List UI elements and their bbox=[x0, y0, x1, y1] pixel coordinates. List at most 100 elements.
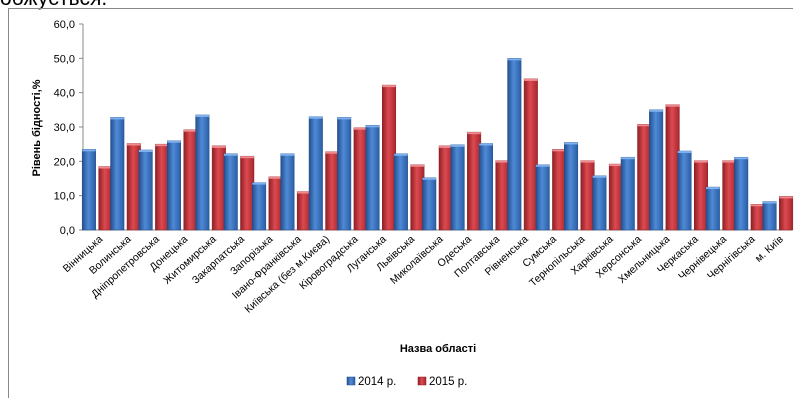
bar-top-highlight bbox=[382, 85, 396, 88]
bar-top-highlight bbox=[422, 177, 436, 180]
y-tick-label: 20,0 bbox=[54, 156, 75, 168]
bar-top-highlight bbox=[110, 117, 125, 120]
bar-2015 bbox=[779, 196, 794, 231]
bar-2015 bbox=[608, 163, 623, 231]
bar-top-highlight bbox=[325, 151, 340, 154]
y-tick-label: 60,0 bbox=[54, 19, 75, 31]
bar-2014 bbox=[365, 125, 380, 231]
bar-top-highlight bbox=[592, 175, 607, 178]
bar-top-highlight bbox=[762, 201, 777, 204]
bar-top-highlight bbox=[677, 151, 692, 154]
chart-frame bbox=[8, 8, 793, 398]
bar-top-highlight bbox=[524, 78, 538, 81]
bar-top-highlight bbox=[98, 166, 113, 169]
bar-top-highlight bbox=[609, 164, 623, 167]
bar-top-highlight bbox=[240, 156, 254, 159]
bar-2015 bbox=[410, 164, 425, 231]
bar-top-highlight bbox=[252, 182, 266, 185]
bar-top-highlight bbox=[353, 127, 368, 130]
bar-top-highlight bbox=[649, 109, 663, 112]
x-axis-title: Назва області bbox=[400, 343, 476, 355]
legend-swatch-2014 bbox=[346, 376, 356, 386]
bar-2015 bbox=[155, 143, 170, 231]
bar-top-highlight bbox=[580, 160, 595, 163]
bar-2014 bbox=[422, 177, 437, 231]
bar-2015 bbox=[665, 104, 680, 231]
bar-top-highlight bbox=[82, 149, 96, 152]
bar-2015 bbox=[353, 127, 368, 231]
bar-top-highlight bbox=[127, 143, 141, 146]
bar-2015 bbox=[495, 160, 510, 231]
bar-top-highlight bbox=[722, 160, 737, 163]
bar-top-highlight bbox=[479, 143, 493, 146]
bar-2015 bbox=[438, 145, 453, 231]
y-tick-label: 0,0 bbox=[60, 225, 75, 237]
bar-top-highlight bbox=[734, 157, 748, 160]
bar-2015 bbox=[637, 124, 652, 231]
bar-2014 bbox=[478, 143, 493, 231]
bar-2014 bbox=[280, 153, 295, 231]
category-labels: ВінницькаВолинськаДніпропетровськаДонець… bbox=[61, 233, 786, 316]
bar-top-highlight bbox=[637, 124, 652, 127]
bar-top-highlight bbox=[280, 153, 295, 156]
bar-2014 bbox=[308, 116, 323, 231]
bar-2014 bbox=[337, 117, 352, 231]
bar-top-highlight bbox=[467, 132, 481, 135]
bar-top-highlight bbox=[535, 164, 550, 167]
bar-2015 bbox=[750, 204, 765, 231]
bar-2015 bbox=[552, 149, 567, 231]
bar-2015 bbox=[98, 166, 113, 231]
bar-top-highlight bbox=[212, 145, 226, 148]
bar-top-highlight bbox=[779, 196, 793, 199]
bar-top-highlight bbox=[410, 164, 425, 167]
y-tick-label: 50,0 bbox=[54, 53, 75, 65]
bar-2015 bbox=[126, 143, 141, 231]
bar-2015 bbox=[325, 151, 340, 231]
top-text-fragment: обжується. bbox=[0, 0, 107, 11]
bar-2014 bbox=[592, 175, 607, 231]
bar-top-highlight bbox=[450, 144, 465, 147]
bar-2015 bbox=[722, 160, 737, 231]
bar-2014 bbox=[110, 117, 125, 231]
bar-2015 bbox=[467, 131, 482, 231]
bar-top-highlight bbox=[552, 149, 566, 152]
bar-top-highlight bbox=[694, 160, 708, 163]
bars bbox=[81, 58, 794, 231]
bar-top-highlight bbox=[750, 204, 765, 207]
bar-2015 bbox=[268, 176, 283, 231]
bar-2014 bbox=[167, 140, 182, 231]
bar-top-highlight bbox=[365, 125, 380, 128]
bar-top-highlight bbox=[706, 187, 720, 190]
bar-top-highlight bbox=[183, 129, 198, 132]
bar-top-highlight bbox=[223, 153, 238, 156]
bar-2015 bbox=[296, 191, 311, 231]
legend-label-2014: 2014 р. bbox=[358, 376, 396, 388]
bar-2014 bbox=[762, 201, 777, 231]
bar-top-highlight bbox=[309, 116, 323, 119]
bar-top-highlight bbox=[167, 140, 181, 143]
bar-2014 bbox=[734, 156, 749, 231]
bar-2014 bbox=[81, 149, 96, 231]
bar-2014 bbox=[649, 109, 664, 231]
bar-2014 bbox=[507, 58, 522, 231]
x-category-label: м. Київ bbox=[753, 233, 786, 265]
bar-2014 bbox=[450, 144, 465, 231]
y-tick-label: 10,0 bbox=[54, 191, 75, 203]
bar-top-highlight bbox=[621, 157, 635, 160]
legend-label-2015: 2015 р. bbox=[429, 376, 467, 388]
bar-2015 bbox=[580, 160, 595, 231]
bar-2015 bbox=[693, 160, 708, 231]
bar-top-highlight bbox=[195, 114, 210, 117]
bar-top-highlight bbox=[495, 160, 510, 163]
bar-2014 bbox=[564, 142, 579, 231]
bar-2014 bbox=[705, 186, 720, 231]
bar-2015 bbox=[382, 84, 397, 231]
bar-top-highlight bbox=[138, 150, 153, 153]
bar-2014 bbox=[535, 164, 550, 231]
bar-2015 bbox=[523, 78, 538, 231]
bar-2014 bbox=[223, 153, 238, 231]
bar-2015 bbox=[240, 155, 255, 231]
bar-top-highlight bbox=[268, 176, 283, 179]
bar-2014 bbox=[138, 149, 153, 231]
